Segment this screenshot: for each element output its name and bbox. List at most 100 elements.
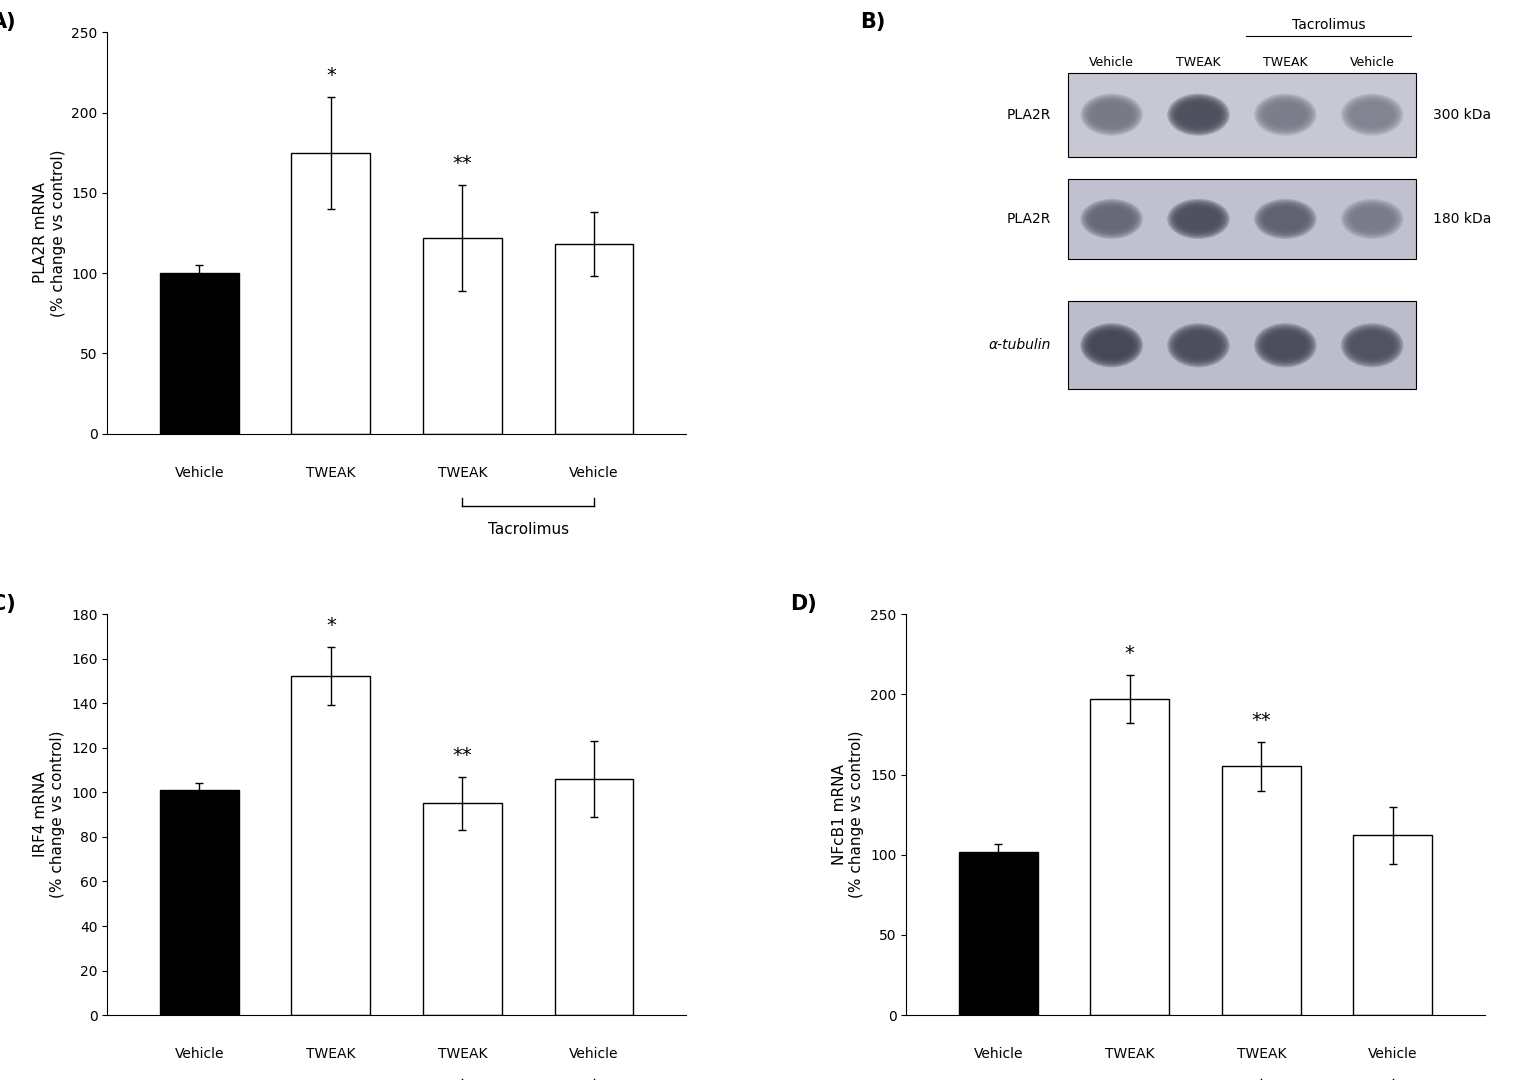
Y-axis label: NFcB1 mRNA
(% change vs control): NFcB1 mRNA (% change vs control) xyxy=(831,731,865,899)
Bar xyxy=(1222,767,1301,1015)
Text: TWEAK: TWEAK xyxy=(438,465,487,480)
Bar xyxy=(554,779,634,1015)
Ellipse shape xyxy=(1171,327,1225,363)
Ellipse shape xyxy=(1263,332,1307,359)
Ellipse shape xyxy=(1343,325,1402,366)
Ellipse shape xyxy=(1257,201,1314,237)
Text: *: * xyxy=(1125,644,1134,663)
Text: **: ** xyxy=(1251,712,1271,730)
Ellipse shape xyxy=(1255,200,1315,238)
Bar xyxy=(958,851,1038,1015)
Ellipse shape xyxy=(1085,97,1138,132)
Text: C): C) xyxy=(0,594,17,615)
Bar xyxy=(291,152,371,433)
Text: Tacrolimus: Tacrolimus xyxy=(1292,18,1366,32)
Ellipse shape xyxy=(1346,97,1399,132)
Ellipse shape xyxy=(1171,97,1225,132)
Ellipse shape xyxy=(1167,199,1229,239)
Ellipse shape xyxy=(1344,96,1401,133)
Text: 300 kDa: 300 kDa xyxy=(1433,108,1491,122)
Ellipse shape xyxy=(1341,323,1404,367)
Text: **: ** xyxy=(453,745,472,765)
Ellipse shape xyxy=(1167,94,1229,136)
Text: D): D) xyxy=(790,594,818,615)
Ellipse shape xyxy=(1254,94,1317,136)
Text: Vehicle: Vehicle xyxy=(175,465,224,480)
Text: PLA2R: PLA2R xyxy=(1006,108,1050,122)
Ellipse shape xyxy=(1081,94,1144,136)
Ellipse shape xyxy=(1089,205,1134,232)
Bar xyxy=(554,244,634,433)
Ellipse shape xyxy=(1347,204,1398,234)
Ellipse shape xyxy=(1255,325,1315,366)
Ellipse shape xyxy=(1254,199,1317,239)
Y-axis label: IRF4 mRNA
(% change vs control): IRF4 mRNA (% change vs control) xyxy=(34,731,66,899)
Text: A): A) xyxy=(0,12,17,32)
Ellipse shape xyxy=(1258,97,1312,132)
Ellipse shape xyxy=(1341,199,1404,239)
Text: Vehicle: Vehicle xyxy=(570,1048,619,1062)
Bar xyxy=(1090,699,1170,1015)
Bar xyxy=(423,804,502,1015)
Bar xyxy=(1069,179,1416,259)
Ellipse shape xyxy=(1170,96,1226,133)
Y-axis label: PLA2R mRNA
(% change vs control): PLA2R mRNA (% change vs control) xyxy=(34,149,66,316)
Text: TWEAK: TWEAK xyxy=(438,1048,487,1062)
Text: TWEAK: TWEAK xyxy=(306,465,355,480)
Ellipse shape xyxy=(1174,205,1222,232)
Ellipse shape xyxy=(1081,323,1144,367)
Bar xyxy=(159,273,239,433)
Ellipse shape xyxy=(1258,327,1312,363)
Text: B): B) xyxy=(860,12,885,32)
Text: TWEAK: TWEAK xyxy=(1176,55,1220,68)
Bar xyxy=(423,238,502,433)
Ellipse shape xyxy=(1260,99,1311,131)
Ellipse shape xyxy=(1173,328,1223,362)
Ellipse shape xyxy=(1170,326,1226,365)
Ellipse shape xyxy=(1344,201,1401,237)
Text: TWEAK: TWEAK xyxy=(1263,55,1307,68)
Ellipse shape xyxy=(1082,95,1141,134)
Ellipse shape xyxy=(1090,332,1133,359)
Ellipse shape xyxy=(1171,203,1225,235)
Ellipse shape xyxy=(1084,96,1139,133)
Text: Vehicle: Vehicle xyxy=(1369,1048,1418,1062)
Ellipse shape xyxy=(1085,203,1138,235)
Text: **: ** xyxy=(453,153,472,173)
Text: *: * xyxy=(326,617,335,635)
Ellipse shape xyxy=(1177,206,1220,231)
Ellipse shape xyxy=(1255,95,1315,134)
Ellipse shape xyxy=(1260,328,1311,362)
Ellipse shape xyxy=(1341,94,1404,136)
Text: Vehicle: Vehicle xyxy=(1089,55,1134,68)
Ellipse shape xyxy=(1170,201,1226,237)
Ellipse shape xyxy=(1257,326,1314,365)
Ellipse shape xyxy=(1344,326,1401,365)
Ellipse shape xyxy=(1254,323,1317,367)
Bar xyxy=(1069,301,1416,390)
Ellipse shape xyxy=(1258,203,1312,235)
Text: *: * xyxy=(326,66,335,84)
Ellipse shape xyxy=(1343,200,1402,238)
Ellipse shape xyxy=(1168,325,1228,366)
Ellipse shape xyxy=(1177,102,1220,127)
Bar xyxy=(1353,836,1433,1015)
Bar xyxy=(1069,72,1416,157)
Ellipse shape xyxy=(1089,330,1134,361)
Ellipse shape xyxy=(1173,204,1223,234)
Ellipse shape xyxy=(1346,327,1399,363)
Ellipse shape xyxy=(1087,204,1136,234)
Text: Vehicle: Vehicle xyxy=(175,1048,224,1062)
Ellipse shape xyxy=(1084,326,1139,365)
Ellipse shape xyxy=(1167,323,1229,367)
Ellipse shape xyxy=(1177,332,1220,359)
Ellipse shape xyxy=(1174,100,1222,130)
Text: Tacrolimus: Tacrolimus xyxy=(488,522,570,537)
Text: PLA2R: PLA2R xyxy=(1006,212,1050,226)
Ellipse shape xyxy=(1081,199,1144,239)
Ellipse shape xyxy=(1346,203,1399,235)
Ellipse shape xyxy=(1082,200,1141,238)
Text: Vehicle: Vehicle xyxy=(1350,55,1395,68)
Ellipse shape xyxy=(1257,96,1314,133)
Text: Vehicle: Vehicle xyxy=(570,465,619,480)
